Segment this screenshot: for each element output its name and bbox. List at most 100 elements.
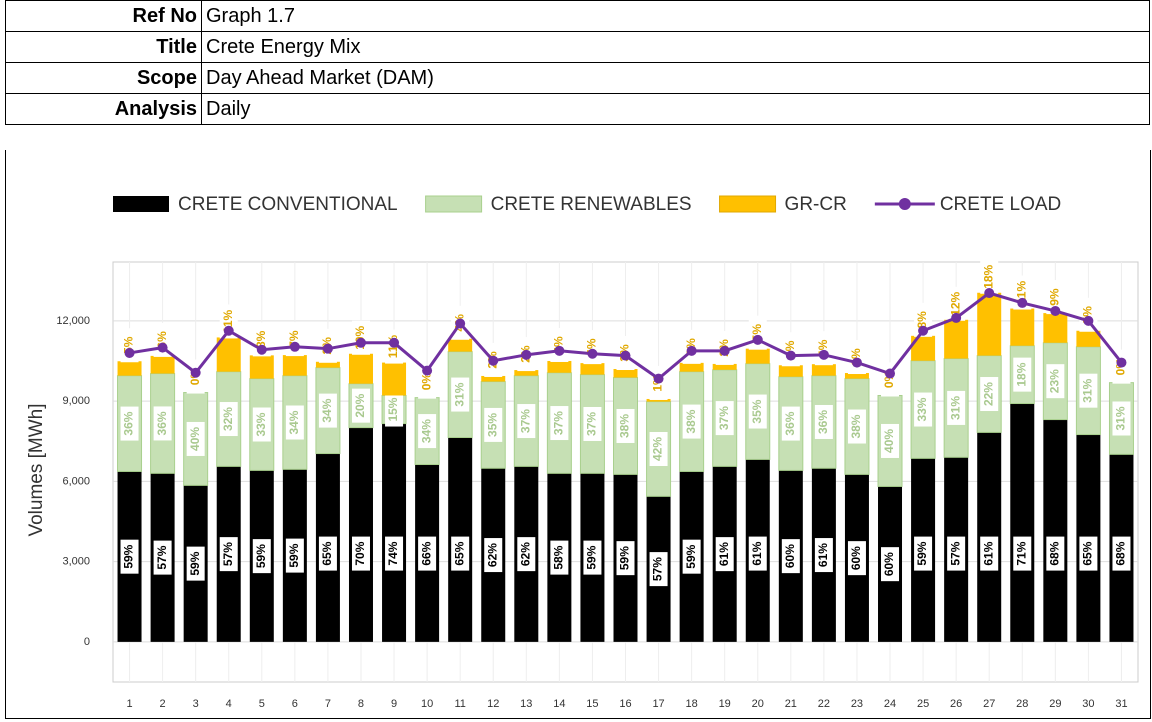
- label-box: [318, 393, 337, 428]
- label-box: [285, 405, 304, 440]
- bar-segment: [315, 361, 340, 368]
- load-marker: [223, 325, 234, 336]
- label-box: [847, 541, 866, 576]
- bar-segment: [1043, 313, 1068, 343]
- label-box: [484, 407, 503, 442]
- label-box: [517, 404, 536, 439]
- label-box: [418, 414, 437, 449]
- bar-segment: [1076, 330, 1101, 347]
- load-marker: [355, 337, 366, 348]
- y-tick-label: 12,000: [56, 315, 90, 327]
- label-box: [649, 431, 668, 466]
- legend-swatch: [719, 195, 777, 213]
- load-marker: [521, 349, 532, 360]
- share-label: 37%: [518, 409, 532, 433]
- share-label: 60%: [882, 552, 896, 576]
- label-box: [385, 536, 404, 571]
- label-box: [451, 536, 470, 571]
- label-box: [649, 552, 668, 587]
- load-marker: [1083, 315, 1094, 326]
- share-label: 37%: [585, 412, 599, 436]
- x-tick-label: 3: [193, 698, 199, 710]
- val: Day Ahead Market (DAM): [201, 62, 1150, 94]
- load-marker: [124, 347, 135, 358]
- label-box: [748, 394, 767, 429]
- label-box: [1046, 280, 1065, 315]
- bar-segment: [712, 363, 737, 370]
- load-marker: [190, 367, 201, 378]
- share-label: 57%: [221, 542, 235, 566]
- share-label: 36%: [155, 411, 169, 435]
- share-label: 36%: [122, 411, 136, 435]
- share-label: 66%: [419, 541, 433, 565]
- share-label: 23%: [1048, 369, 1062, 393]
- x-tick-label: 14: [553, 698, 565, 710]
- bar-segment: [1010, 308, 1035, 346]
- label-box: [583, 406, 602, 441]
- share-label: 61%: [750, 541, 764, 565]
- x-tick-label: 17: [652, 698, 664, 710]
- y-axis-title: Volumes [MWh]: [26, 403, 47, 536]
- label-box: [186, 421, 205, 456]
- label-box: [351, 320, 370, 355]
- label-box: [616, 408, 635, 443]
- share-label: 59%: [254, 544, 268, 568]
- x-tick-label: 5: [259, 698, 265, 710]
- share-label: 65%: [320, 541, 334, 565]
- share-label: 59%: [122, 544, 136, 568]
- label-box: [1013, 357, 1032, 392]
- load-marker: [455, 318, 466, 329]
- bar-segment: [977, 292, 1002, 356]
- load-marker: [422, 365, 433, 376]
- bar-segment: [481, 375, 506, 382]
- label-box: [847, 409, 866, 444]
- label-box: [814, 404, 833, 439]
- label-box: [616, 541, 635, 576]
- x-tick-label: 28: [1016, 698, 1028, 710]
- load-marker: [885, 368, 896, 379]
- x-tick-label: 13: [520, 698, 532, 710]
- label-box: [748, 536, 767, 571]
- label-box: [583, 540, 602, 575]
- x-tick-label: 6: [292, 698, 298, 710]
- bar-segment: [613, 369, 638, 378]
- label-box: [947, 390, 966, 425]
- x-tick-label: 18: [686, 698, 698, 710]
- share-label: 11%: [1014, 281, 1028, 305]
- share-label: 37%: [717, 406, 731, 430]
- share-label: 18%: [981, 264, 995, 288]
- label-box: [1112, 536, 1131, 571]
- label-box: [1046, 364, 1065, 399]
- legend-label: CRETE LOAD: [940, 194, 1061, 215]
- legend-swatch: [113, 196, 169, 212]
- bar-segment: [646, 398, 671, 402]
- x-tick-label: 11: [454, 698, 465, 710]
- label-box: [219, 402, 238, 437]
- share-label: 18%: [1014, 362, 1028, 386]
- share-label: 31%: [948, 396, 962, 420]
- label-box: [1079, 536, 1098, 571]
- legend-label: CRETE RENEWABLES: [491, 194, 692, 215]
- y-tick-label: 0: [84, 636, 90, 648]
- load-marker: [620, 350, 631, 361]
- share-label: 62%: [518, 542, 532, 566]
- key: Ref No: [5, 0, 202, 32]
- bar-segment: [382, 362, 407, 396]
- share-label: 57%: [155, 545, 169, 569]
- share-label: 62%: [485, 543, 499, 567]
- label-box: [881, 423, 900, 458]
- label-box: [517, 537, 536, 572]
- bar-segment: [348, 427, 373, 642]
- share-label: 68%: [1048, 541, 1062, 565]
- label-box: [947, 536, 966, 571]
- legend-swatch: [898, 198, 911, 210]
- label-box: [1112, 401, 1131, 436]
- label-box: [715, 537, 734, 572]
- bar-segment: [1043, 419, 1068, 642]
- x-tick-label: 29: [1049, 698, 1061, 710]
- bar-segment: [150, 355, 175, 374]
- share-label: 35%: [485, 413, 499, 437]
- share-label: 40%: [882, 429, 896, 453]
- load-marker: [653, 373, 664, 384]
